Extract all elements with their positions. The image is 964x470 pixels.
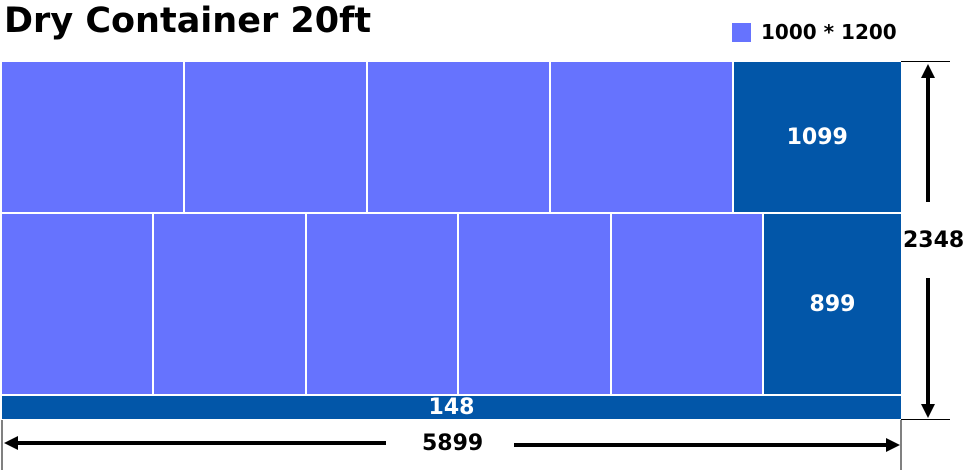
- gap-bottom: 148: [2, 395, 901, 420]
- pallet-row-1-2: [184, 62, 368, 215]
- container-floor-plan: 1099 899 148: [2, 62, 901, 420]
- length-dimension-label: 5899: [422, 431, 484, 456]
- gap-row-2: 899: [763, 214, 901, 397]
- pallet-row-1-4: [550, 62, 734, 215]
- legend: 1000 * 1200: [732, 20, 897, 44]
- length-arrow-left: [4, 436, 386, 450]
- gap-row-1: 1099: [733, 62, 901, 215]
- pallet-row-2-4: [459, 214, 612, 397]
- width-arrow-bottom: [921, 278, 935, 418]
- pallet-row-2-3: [306, 214, 460, 397]
- length-arrow-right: [514, 438, 900, 452]
- legend-label: 1000 * 1200: [761, 20, 897, 44]
- pallet-row-2-2: [154, 214, 307, 397]
- width-arrow-top: [921, 64, 935, 202]
- diagram-title: Dry Container 20ft: [4, 1, 372, 41]
- pallet-row-2-5: [611, 214, 764, 397]
- pallet-row-2-1: [2, 214, 155, 397]
- pallet-row-1-1: [2, 62, 185, 215]
- pallet-row-1-3: [367, 62, 551, 215]
- legend-swatch: [732, 22, 751, 42]
- width-dimension-label: 2348: [903, 228, 964, 253]
